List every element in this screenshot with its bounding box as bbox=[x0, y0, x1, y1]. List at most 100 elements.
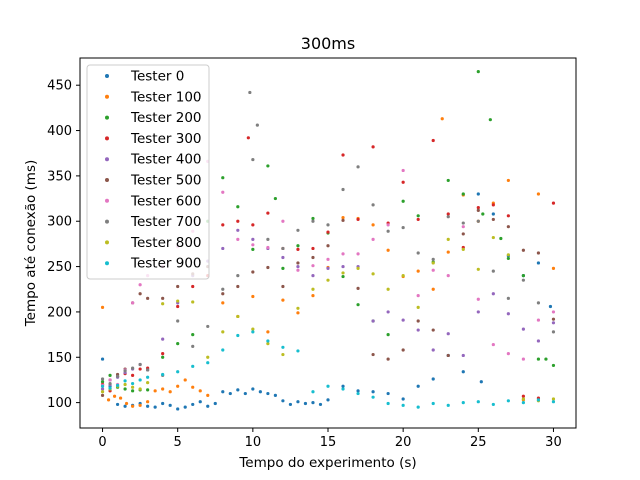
y-tick-label: 150 bbox=[47, 351, 72, 366]
point-series-8 bbox=[371, 272, 375, 276]
point-series-4 bbox=[100, 387, 105, 391]
point-series-4 bbox=[461, 353, 465, 358]
point-series-1 bbox=[183, 378, 187, 382]
point-series-6 bbox=[536, 318, 541, 322]
point-series-1 bbox=[506, 178, 510, 183]
point-series-8 bbox=[176, 299, 180, 303]
point-series-2 bbox=[176, 342, 180, 346]
point-series-9 bbox=[551, 400, 556, 404]
point-series-3 bbox=[296, 247, 300, 251]
point-series-3 bbox=[401, 180, 405, 184]
point-series-4 bbox=[491, 292, 495, 296]
point-series-7 bbox=[296, 228, 300, 232]
point-series-9 bbox=[311, 390, 315, 394]
point-series-1 bbox=[386, 248, 390, 252]
point-series-0 bbox=[476, 192, 480, 196]
point-series-9 bbox=[115, 383, 120, 387]
point-series-7 bbox=[176, 319, 180, 323]
point-series-0 bbox=[386, 391, 390, 396]
point-series-1 bbox=[371, 223, 375, 227]
point-series-0 bbox=[296, 400, 300, 404]
legend-marker bbox=[105, 240, 109, 245]
point-series-5 bbox=[446, 353, 450, 358]
point-series-7 bbox=[206, 324, 210, 329]
point-series-6 bbox=[296, 268, 300, 272]
point-series-3 bbox=[371, 145, 375, 149]
point-series-5 bbox=[311, 255, 315, 260]
point-series-6 bbox=[281, 219, 285, 223]
legend-label: Tester 900 bbox=[130, 256, 202, 272]
point-series-2 bbox=[131, 389, 135, 393]
point-series-0 bbox=[123, 404, 127, 408]
point-series-1 bbox=[536, 192, 541, 196]
point-series-5 bbox=[521, 248, 525, 252]
point-series-4 bbox=[446, 332, 450, 336]
point-series-8 bbox=[138, 387, 142, 391]
point-series-2 bbox=[221, 176, 225, 180]
point-series-3 bbox=[356, 217, 360, 222]
point-series-8 bbox=[506, 253, 510, 257]
point-series-2 bbox=[551, 363, 556, 368]
point-series-8 bbox=[123, 382, 127, 387]
point-series-5 bbox=[296, 261, 300, 265]
point-series-1 bbox=[161, 387, 165, 391]
point-series-7 bbox=[431, 257, 435, 261]
point-series-1 bbox=[440, 117, 444, 121]
y-tick-label: 300 bbox=[47, 215, 72, 230]
point-series-7 bbox=[386, 229, 390, 233]
legend: Tester 0 Tester 100 Tester 200 Tester 300 Te… bbox=[86, 64, 210, 280]
point-series-4 bbox=[236, 228, 240, 232]
point-series-2 bbox=[266, 164, 270, 168]
point-series-5 bbox=[536, 251, 541, 255]
point-series-0 bbox=[548, 304, 553, 309]
point-series-5 bbox=[386, 357, 390, 361]
point-series-7 bbox=[416, 251, 420, 255]
point-series-0 bbox=[356, 389, 360, 393]
point-series-7 bbox=[506, 296, 510, 300]
point-series-9 bbox=[476, 400, 480, 404]
point-series-0 bbox=[146, 404, 150, 408]
point-series-2 bbox=[461, 192, 465, 196]
legend-label: Tester 200 bbox=[130, 110, 202, 126]
point-series-2 bbox=[281, 266, 285, 270]
point-series-9 bbox=[461, 401, 465, 405]
point-series-4 bbox=[341, 264, 345, 269]
point-series-1 bbox=[106, 398, 111, 402]
point-series-2 bbox=[536, 357, 541, 361]
point-series-0 bbox=[479, 380, 483, 384]
point-series-5 bbox=[401, 348, 405, 352]
point-series-6 bbox=[476, 297, 480, 301]
point-series-6 bbox=[401, 168, 405, 173]
point-series-8 bbox=[386, 287, 390, 291]
y-tick-label: 250 bbox=[47, 260, 72, 275]
point-series-3 bbox=[266, 211, 270, 215]
point-series-7 bbox=[281, 246, 285, 251]
point-series-5 bbox=[506, 225, 510, 229]
chart-title: 300ms bbox=[301, 34, 355, 53]
point-series-8 bbox=[131, 385, 135, 389]
point-series-1 bbox=[296, 311, 300, 315]
point-series-8 bbox=[326, 278, 330, 282]
point-series-6 bbox=[416, 294, 420, 298]
point-series-3 bbox=[131, 373, 135, 377]
point-series-0 bbox=[371, 390, 375, 394]
point-series-7 bbox=[401, 225, 405, 230]
point-series-4 bbox=[551, 321, 556, 325]
point-series-0 bbox=[288, 402, 293, 407]
point-series-0 bbox=[461, 370, 465, 374]
legend-marker bbox=[105, 115, 109, 120]
point-series-5 bbox=[221, 292, 225, 296]
point-series-1 bbox=[446, 250, 450, 254]
point-series-2 bbox=[236, 205, 240, 209]
legend-box bbox=[86, 64, 210, 280]
point-series-0 bbox=[273, 393, 277, 397]
point-series-0 bbox=[206, 404, 210, 408]
point-series-1 bbox=[311, 294, 315, 298]
data-points bbox=[100, 70, 556, 411]
point-series-0 bbox=[191, 402, 195, 407]
point-series-6 bbox=[341, 252, 345, 256]
point-series-8 bbox=[446, 237, 450, 241]
y-axis-label: Tempo até conexão (ms) bbox=[23, 160, 39, 328]
y-tick-label: 450 bbox=[47, 79, 72, 94]
point-series-0 bbox=[318, 402, 323, 407]
